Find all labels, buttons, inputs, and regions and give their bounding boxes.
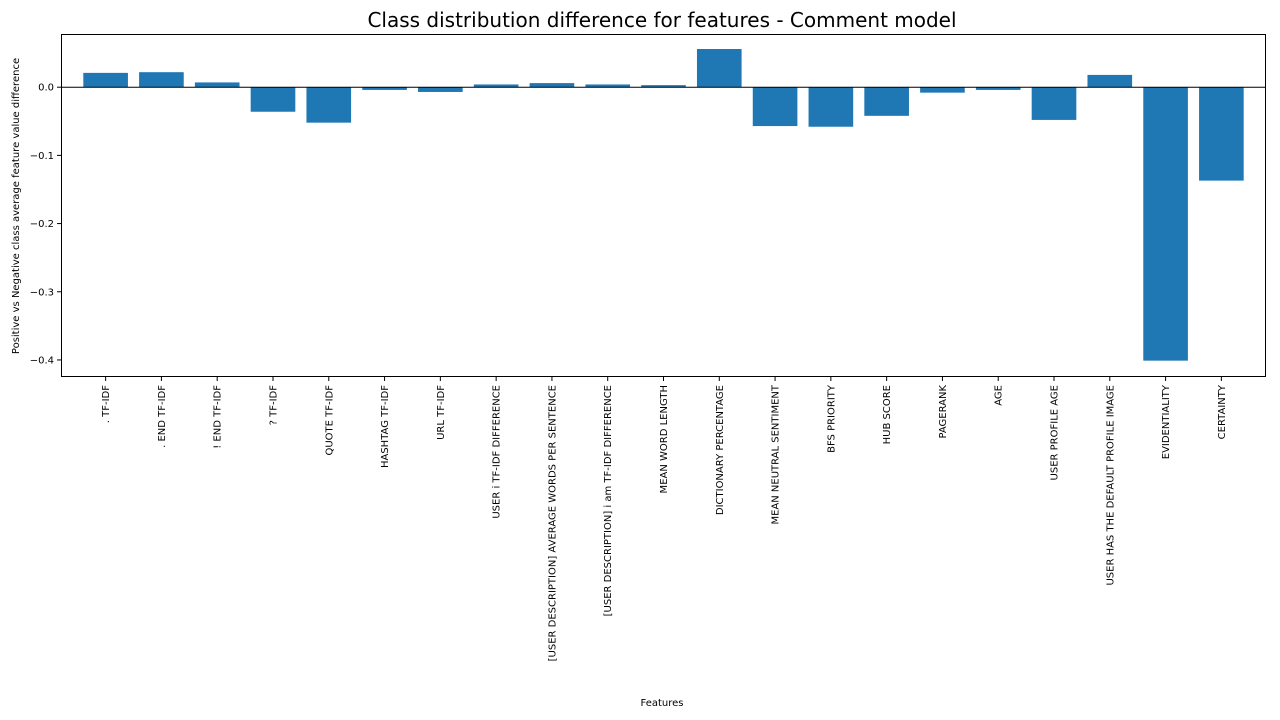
bar <box>920 87 965 93</box>
bar <box>808 87 854 127</box>
bar <box>529 83 575 88</box>
x-tick-label: DICTIONARY PERCENTAGE <box>715 385 726 515</box>
x-tick-label: USER i TF-IDF DIFFERENCE <box>492 385 503 519</box>
x-tick-label: ! END TF-IDF <box>213 385 224 449</box>
x-tick-label: HASHTAG TF-IDF <box>380 385 391 468</box>
bar <box>1143 87 1188 361</box>
bar <box>696 49 742 88</box>
bar <box>864 87 909 116</box>
bar <box>1031 87 1077 120</box>
x-tick-label: MEAN WORD LENGTH <box>659 385 670 493</box>
x-tick-label: MEAN NEUTRAL SENTIMENT <box>771 384 782 524</box>
bar <box>1199 87 1244 181</box>
x-tick-label: USER PROFILE AGE <box>1050 385 1061 480</box>
y-tick-label: −0.3 <box>30 287 54 298</box>
bar <box>418 87 463 92</box>
y-axis-label: Positive vs Negative class average featu… <box>11 58 22 354</box>
bar <box>83 72 128 88</box>
bar <box>139 72 184 88</box>
x-tick-label: EVIDENTIALITY <box>1161 384 1172 459</box>
y-tick-label: 0.0 <box>38 83 54 94</box>
x-tick-label: PAGERANK <box>938 385 949 439</box>
bar <box>250 87 296 112</box>
bar <box>975 87 1021 90</box>
plot-area: 0.0 −0.1 −0.2 −0.3 −0.4 . TF-IDF . END TF-IDF!… <box>30 34 1266 661</box>
x-tick-label: BFS PRIORITY <box>826 384 837 453</box>
bar <box>473 84 519 88</box>
bar <box>585 84 631 88</box>
x-tick-label: ? TF-IDF <box>268 385 279 426</box>
x-tick-label: USER HAS THE DEFAULT PROFILE IMAGE <box>1105 385 1116 586</box>
axes-frame <box>61 34 1266 377</box>
bar <box>641 85 686 88</box>
x-tick-label: QUOTE TF-IDF <box>324 385 335 456</box>
bar <box>362 87 407 90</box>
x-tick-label: [USER DESCRIPTION] i am TF-IDF DIFFERENC… <box>603 385 614 616</box>
y-tick-label: −0.4 <box>30 355 54 366</box>
x-tick-label: [USER DESCRIPTION] AVERAGE WORDS PER SEN… <box>547 385 558 661</box>
y-tick-label: −0.1 <box>30 151 54 162</box>
x-tick-label: . END TF-IDF <box>157 385 168 448</box>
x-tick-label: AGE <box>994 385 1005 406</box>
bar <box>1087 74 1133 88</box>
x-tick-label: HUB SCORE <box>882 385 893 444</box>
bar <box>752 87 798 127</box>
x-tick-label: URL TF-IDF <box>436 385 447 440</box>
chart-title: Class distribution difference for featur… <box>367 8 956 32</box>
y-tick-label: −0.2 <box>30 219 54 230</box>
bar <box>306 87 352 123</box>
x-tick-label: CERTAINTY <box>1217 384 1228 439</box>
x-axis-label: Features <box>641 698 684 709</box>
bar <box>194 82 240 88</box>
x-tick-label: . TF-IDF <box>101 385 112 423</box>
